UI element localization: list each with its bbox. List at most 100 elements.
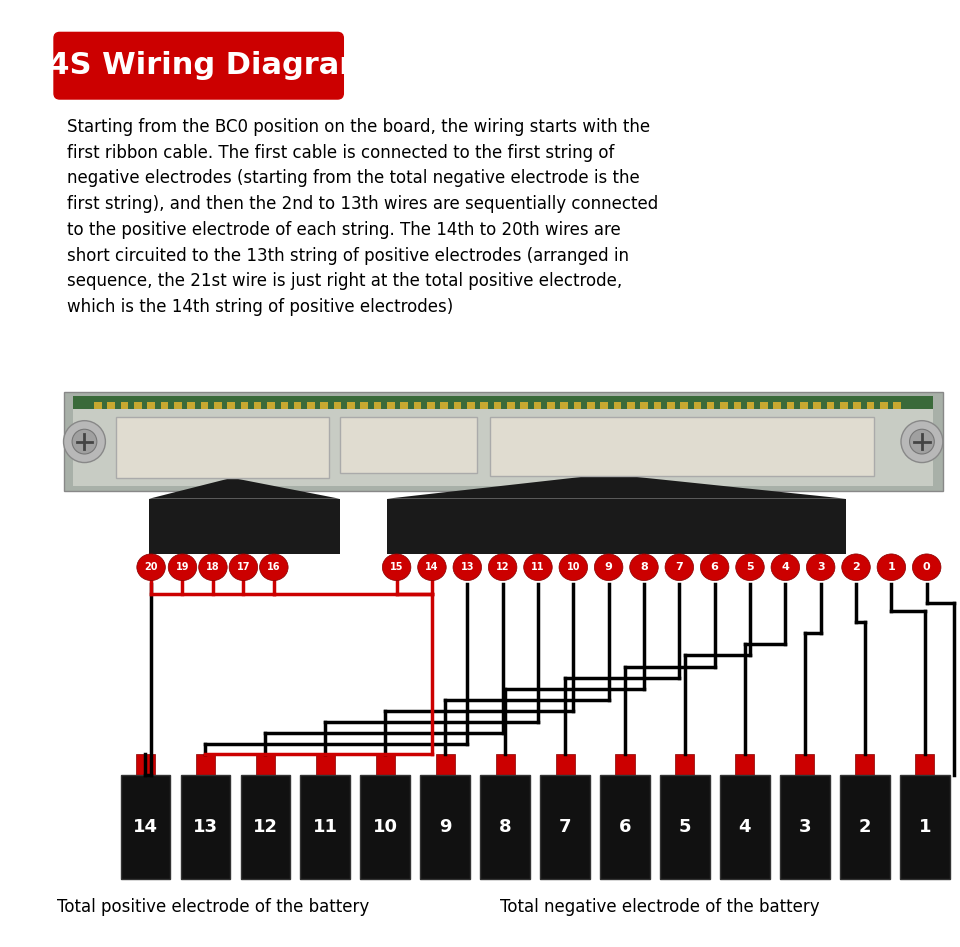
FancyBboxPatch shape: [840, 775, 890, 880]
FancyBboxPatch shape: [613, 402, 621, 409]
FancyBboxPatch shape: [556, 754, 575, 775]
Text: 14S Wiring Diagram: 14S Wiring Diagram: [27, 51, 371, 80]
Ellipse shape: [489, 554, 516, 581]
FancyBboxPatch shape: [587, 402, 594, 409]
Text: 4: 4: [781, 563, 789, 572]
FancyBboxPatch shape: [787, 402, 795, 409]
FancyBboxPatch shape: [681, 402, 687, 409]
Text: 1: 1: [919, 818, 931, 836]
Circle shape: [901, 420, 943, 462]
FancyBboxPatch shape: [307, 402, 315, 409]
FancyBboxPatch shape: [534, 402, 541, 409]
FancyBboxPatch shape: [340, 417, 476, 473]
Text: 8: 8: [640, 563, 648, 572]
FancyBboxPatch shape: [280, 402, 288, 409]
FancyBboxPatch shape: [63, 392, 943, 491]
Text: 8: 8: [499, 818, 512, 836]
Text: Total negative electrode of the battery: Total negative electrode of the battery: [500, 898, 820, 916]
Text: 12: 12: [252, 818, 277, 836]
FancyBboxPatch shape: [507, 402, 515, 409]
Text: 0: 0: [923, 563, 930, 572]
FancyBboxPatch shape: [241, 775, 290, 880]
FancyBboxPatch shape: [108, 402, 115, 409]
Text: 19: 19: [176, 563, 189, 572]
FancyBboxPatch shape: [747, 402, 755, 409]
FancyBboxPatch shape: [796, 754, 814, 775]
FancyBboxPatch shape: [414, 402, 421, 409]
FancyBboxPatch shape: [300, 775, 350, 880]
Text: Total positive electrode of the battery: Total positive electrode of the battery: [57, 898, 369, 916]
Text: sequence, the 21st wire is just right at the total positive electrode,: sequence, the 21st wire is just right at…: [67, 272, 623, 290]
FancyBboxPatch shape: [214, 402, 222, 409]
Ellipse shape: [735, 554, 764, 581]
Text: 14: 14: [132, 818, 157, 836]
FancyBboxPatch shape: [360, 775, 410, 880]
Text: 6: 6: [619, 818, 632, 836]
FancyBboxPatch shape: [187, 402, 195, 409]
FancyBboxPatch shape: [321, 402, 328, 409]
FancyBboxPatch shape: [147, 402, 155, 409]
Text: first ribbon cable. The first cable is connected to the first string of: first ribbon cable. The first cable is c…: [67, 144, 614, 162]
Ellipse shape: [137, 554, 165, 581]
FancyBboxPatch shape: [915, 754, 934, 775]
Text: which is the 14th string of positive electrodes): which is the 14th string of positive ele…: [67, 298, 453, 316]
FancyBboxPatch shape: [813, 402, 821, 409]
FancyBboxPatch shape: [760, 402, 768, 409]
FancyBboxPatch shape: [480, 402, 488, 409]
FancyBboxPatch shape: [348, 402, 355, 409]
FancyBboxPatch shape: [547, 402, 555, 409]
FancyBboxPatch shape: [121, 402, 129, 409]
FancyBboxPatch shape: [373, 402, 381, 409]
FancyBboxPatch shape: [520, 402, 528, 409]
FancyBboxPatch shape: [735, 754, 755, 775]
Text: 9: 9: [439, 818, 451, 836]
Text: 5: 5: [746, 563, 754, 572]
Ellipse shape: [382, 554, 411, 581]
Text: 13: 13: [193, 818, 218, 836]
Ellipse shape: [229, 554, 257, 581]
Ellipse shape: [199, 554, 228, 581]
Text: first string), and then the 2nd to 13th wires are sequentially connected: first string), and then the 2nd to 13th …: [67, 195, 659, 213]
Text: 17: 17: [237, 563, 251, 572]
FancyBboxPatch shape: [774, 402, 781, 409]
FancyBboxPatch shape: [495, 754, 515, 775]
Text: 3: 3: [817, 563, 825, 572]
FancyBboxPatch shape: [894, 402, 901, 409]
FancyBboxPatch shape: [853, 402, 861, 409]
Text: 16: 16: [267, 563, 280, 572]
FancyBboxPatch shape: [733, 402, 741, 409]
Text: 13: 13: [461, 563, 474, 572]
Ellipse shape: [912, 554, 941, 581]
Text: Starting from the BC0 position on the board, the wiring starts with the: Starting from the BC0 position on the bo…: [67, 118, 651, 136]
Ellipse shape: [842, 554, 871, 581]
Polygon shape: [149, 499, 340, 554]
FancyBboxPatch shape: [676, 754, 694, 775]
FancyBboxPatch shape: [316, 754, 335, 775]
Text: 3: 3: [799, 818, 811, 836]
FancyBboxPatch shape: [800, 402, 807, 409]
FancyBboxPatch shape: [574, 402, 581, 409]
FancyBboxPatch shape: [561, 402, 568, 409]
Text: 5: 5: [679, 818, 691, 836]
Text: 15: 15: [390, 563, 403, 572]
FancyBboxPatch shape: [334, 402, 342, 409]
Ellipse shape: [630, 554, 659, 581]
Text: 11: 11: [531, 563, 544, 572]
Ellipse shape: [259, 554, 288, 581]
FancyBboxPatch shape: [255, 754, 275, 775]
FancyBboxPatch shape: [427, 402, 435, 409]
Text: 6: 6: [710, 563, 719, 572]
FancyBboxPatch shape: [400, 402, 408, 409]
Circle shape: [909, 429, 934, 454]
Ellipse shape: [559, 554, 588, 581]
Text: 7: 7: [559, 818, 571, 836]
FancyBboxPatch shape: [627, 402, 635, 409]
Polygon shape: [387, 474, 846, 499]
Circle shape: [72, 429, 97, 454]
FancyBboxPatch shape: [600, 402, 608, 409]
Text: 1: 1: [887, 563, 896, 572]
Polygon shape: [149, 478, 340, 499]
Ellipse shape: [806, 554, 835, 581]
FancyBboxPatch shape: [693, 402, 701, 409]
FancyBboxPatch shape: [121, 775, 170, 880]
